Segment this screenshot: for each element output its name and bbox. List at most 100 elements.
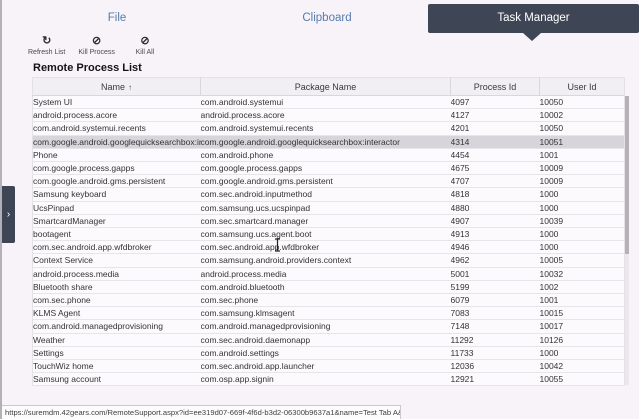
- cell-name: Settings: [33, 346, 201, 359]
- tab-bar: File Clipboard Task Manager: [2, 4, 639, 33]
- table-row[interactable]: Samsung keyboard com.sec.android.inputme…: [33, 188, 625, 201]
- table-scrollbar-track[interactable]: [625, 96, 629, 385]
- column-header-name[interactable]: Name↑: [33, 78, 201, 96]
- toolbar: ↻ Refresh List ⊘ Kill Process ⊘ Kill All: [28, 35, 162, 56]
- process-table-header: Name↑ Package Name Process Id User Id: [33, 78, 625, 96]
- table-row[interactable]: Samsung account com.osp.app.signin 12921…: [33, 373, 625, 386]
- cell-process-id: 4946: [451, 241, 540, 254]
- table-row[interactable]: com.google.android.gms.persistent com.go…: [33, 175, 625, 188]
- cell-name: Samsung account: [33, 373, 201, 386]
- cell-user-id: 10042: [540, 360, 625, 373]
- kill-all-button[interactable]: ⊘ Kill All: [128, 35, 162, 56]
- table-row[interactable]: UcsPinpad com.samsung.ucs.ucspinpad 4880…: [33, 201, 625, 214]
- cell-process-id: 5199: [451, 280, 540, 293]
- tab-task-manager[interactable]: Task Manager: [428, 4, 639, 33]
- table-row[interactable]: KLMS Agent com.samsung.klmsagent 7083 10…: [33, 307, 625, 320]
- column-header-package[interactable]: Package Name: [201, 78, 451, 96]
- cell-name: Phone: [33, 148, 201, 161]
- sort-asc-icon: ↑: [128, 83, 132, 92]
- cell-process-id: 11292: [451, 333, 540, 346]
- cell-user-id: 1001: [540, 294, 625, 307]
- refresh-list-label: Refresh List: [28, 49, 65, 56]
- column-header-process-id[interactable]: Process Id: [451, 78, 540, 96]
- table-row[interactable]: android.process.acore android.process.ac…: [33, 109, 625, 122]
- table-row[interactable]: Weather com.sec.android.daemonapp 11292 …: [33, 333, 625, 346]
- cell-name: android.process.media: [33, 267, 201, 280]
- cell-process-id: 4818: [451, 188, 540, 201]
- cell-user-id: 1000: [540, 188, 625, 201]
- cell-package: com.android.settings: [201, 346, 451, 359]
- table-scrollbar-thumb[interactable]: [625, 96, 629, 254]
- cell-name: bootagent: [33, 228, 201, 241]
- table-row[interactable]: Bluetooth share com.android.bluetooth 51…: [33, 280, 625, 293]
- table-row[interactable]: com.android.managedprovisioning com.andr…: [33, 320, 625, 333]
- table-row[interactable]: com.sec.phone com.sec.phone 6079 1001: [33, 294, 625, 307]
- kill-process-button[interactable]: ⊘ Kill Process: [78, 35, 115, 56]
- cell-process-id: 12036: [451, 360, 540, 373]
- cell-process-id: 6079: [451, 294, 540, 307]
- cell-name: Context Service: [33, 254, 201, 267]
- cell-name: com.android.systemui.recents: [33, 122, 201, 135]
- cell-process-id: 4454: [451, 148, 540, 161]
- chevron-right-icon: ›: [7, 209, 10, 220]
- cell-user-id: 10009: [540, 175, 625, 188]
- kill-all-label: Kill All: [136, 49, 155, 56]
- cell-package: com.android.managedprovisioning: [201, 320, 451, 333]
- cell-package: com.google.android.gms.persistent: [201, 175, 451, 188]
- cell-package: com.android.bluetooth: [201, 280, 451, 293]
- cell-package: com.android.phone: [201, 148, 451, 161]
- kill-process-icon: ⊘: [92, 35, 101, 48]
- cell-process-id: 7083: [451, 307, 540, 320]
- status-bar-url: https://suremdm.42gears.com/RemoteSuppor…: [2, 405, 401, 419]
- cell-name: Bluetooth share: [33, 280, 201, 293]
- table-row[interactable]: Phone com.android.phone 4454 1001: [33, 148, 625, 161]
- cell-user-id: 10050: [540, 122, 625, 135]
- cell-package: com.sec.android.inputmethod: [201, 188, 451, 201]
- table-row[interactable]: android.process.media android.process.me…: [33, 267, 625, 280]
- cell-package: android.process.media: [201, 267, 451, 280]
- cell-name: com.google.android.gms.persistent: [33, 175, 201, 188]
- cell-package: com.samsung.ucs.agent.boot: [201, 228, 451, 241]
- tab-clipboard[interactable]: Clipboard: [227, 4, 427, 33]
- refresh-list-button[interactable]: ↻ Refresh List: [28, 35, 65, 56]
- table-row[interactable]: SmartcardManager com.sec.smartcard.manag…: [33, 214, 625, 227]
- table-row[interactable]: System UI com.android.systemui 4097 1005…: [33, 96, 625, 109]
- cell-user-id: 1001: [540, 148, 625, 161]
- cell-package: com.google.android.googlequicksearchbox:…: [201, 135, 451, 148]
- cell-package: android.process.acore: [201, 109, 451, 122]
- table-row[interactable]: TouchWiz home com.sec.android.app.launch…: [33, 360, 625, 373]
- cell-package: com.sec.phone: [201, 294, 451, 307]
- tab-file[interactable]: File: [12, 4, 222, 33]
- process-table: Name↑ Package Name Process Id User Id Sy…: [32, 77, 625, 386]
- cell-name: com.android.managedprovisioning: [33, 320, 201, 333]
- table-row[interactable]: com.google.process.gapps com.google.proc…: [33, 162, 625, 175]
- cell-process-id: 4962: [451, 254, 540, 267]
- cell-name: android.process.acore: [33, 109, 201, 122]
- table-row[interactable]: com.google.android.googlequicksearchbox:…: [33, 135, 625, 148]
- cell-user-id: 10051: [540, 135, 625, 148]
- cell-name: com.sec.android.app.wfdbroker: [33, 241, 201, 254]
- cell-user-id: 10050: [540, 96, 625, 109]
- table-row[interactable]: Settings com.android.settings 11733 1000: [33, 346, 625, 359]
- sidebar-expand-handle[interactable]: ›: [2, 186, 15, 243]
- column-header-user-id[interactable]: User Id: [540, 78, 625, 96]
- cell-user-id: 10005: [540, 254, 625, 267]
- table-row[interactable]: com.sec.android.app.wfdbroker com.sec.an…: [33, 241, 625, 254]
- cell-user-id: 10009: [540, 162, 625, 175]
- panel-title: Remote Process List: [33, 62, 142, 74]
- cell-name: SmartcardManager: [33, 214, 201, 227]
- cell-package: com.samsung.android.providers.context: [201, 254, 451, 267]
- cell-process-id: 4707: [451, 175, 540, 188]
- cell-package: com.sec.android.app.launcher: [201, 360, 451, 373]
- cell-user-id: 10055: [540, 373, 625, 386]
- cell-process-id: 4201: [451, 122, 540, 135]
- cell-package: com.google.process.gapps: [201, 162, 451, 175]
- table-row[interactable]: Context Service com.samsung.android.prov…: [33, 254, 625, 267]
- cell-name: com.google.android.googlequicksearchbox:…: [33, 135, 201, 148]
- table-row[interactable]: bootagent com.samsung.ucs.agent.boot 491…: [33, 228, 625, 241]
- table-row[interactable]: com.android.systemui.recents com.android…: [33, 122, 625, 135]
- cell-package: com.samsung.ucs.ucspinpad: [201, 201, 451, 214]
- cell-package: com.sec.smartcard.manager: [201, 214, 451, 227]
- cell-user-id: 10039: [540, 214, 625, 227]
- cell-name: UcsPinpad: [33, 201, 201, 214]
